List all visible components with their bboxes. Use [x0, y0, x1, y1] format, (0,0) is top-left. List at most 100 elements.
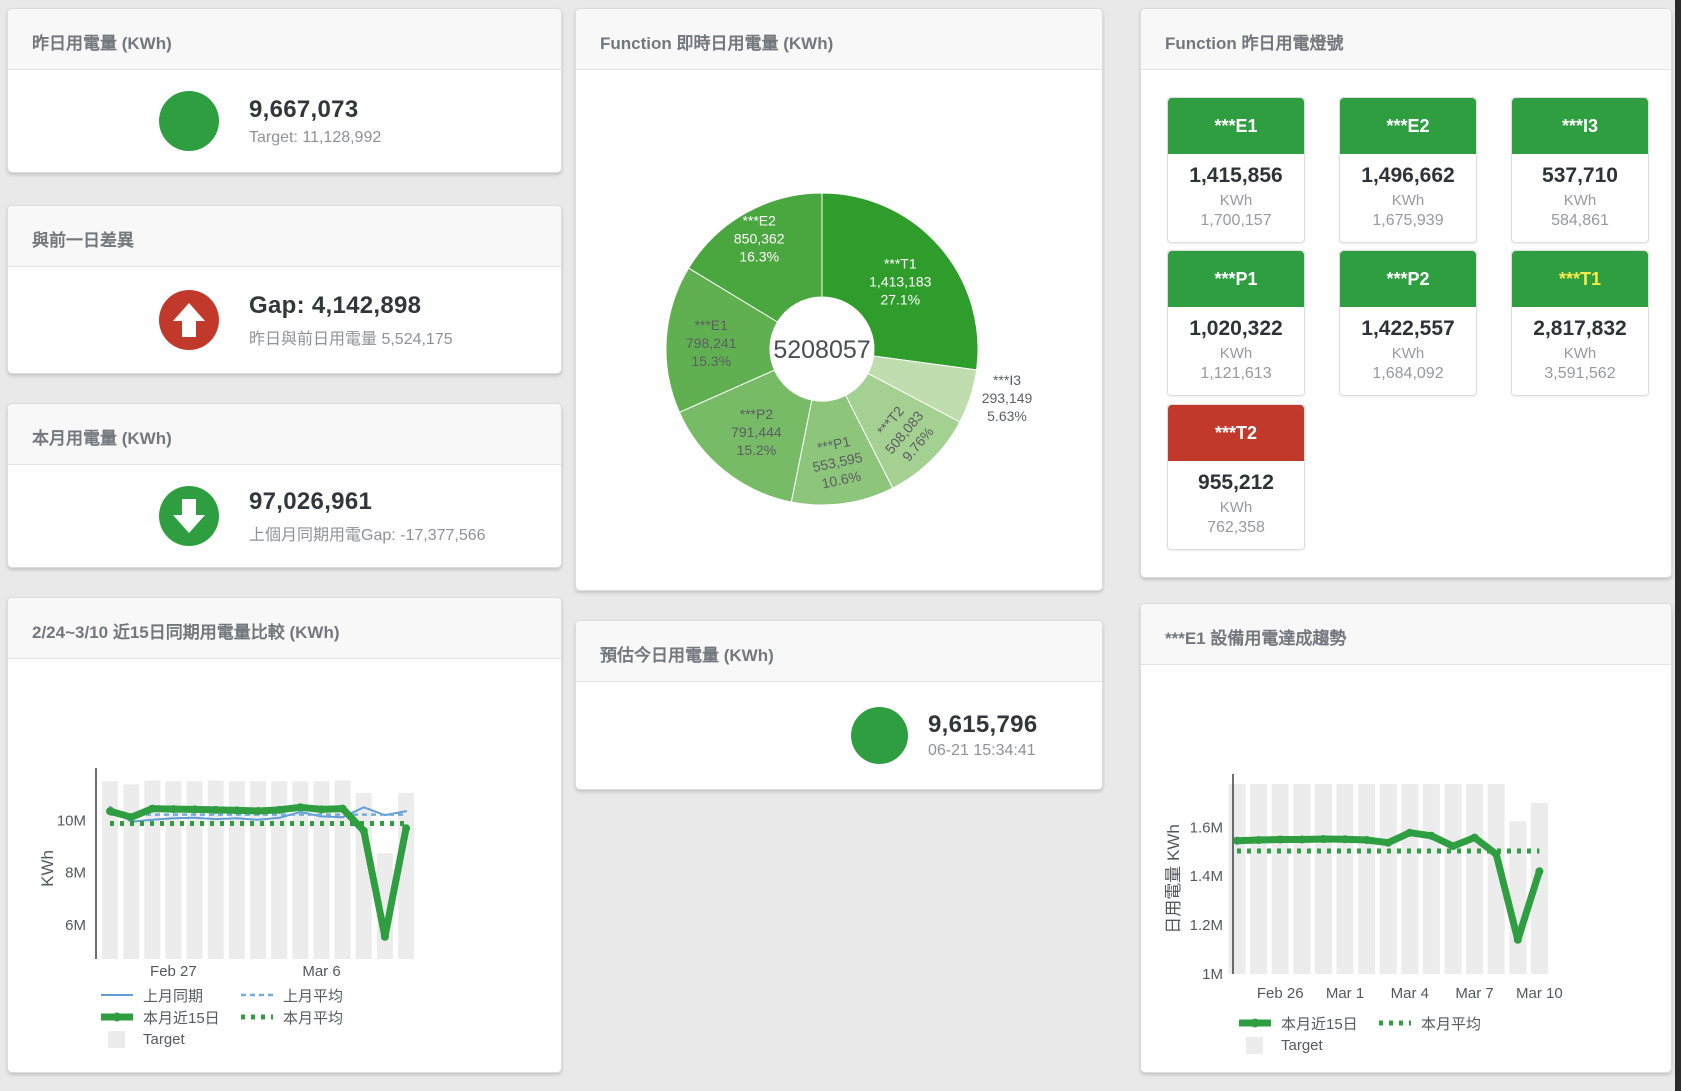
chart-legend: 本月近15日 本月平均 Target [1238, 1012, 1518, 1056]
device-usage-value: 1,422,557 [1361, 317, 1455, 340]
device-target-value: 1,684,092 [1372, 365, 1444, 382]
device-tile-t1: ***T1 2,817,832 KWh 3,591,562 [1511, 250, 1649, 396]
svg-text:KWh: KWh [38, 850, 57, 887]
legend-label: Target [1281, 1036, 1323, 1054]
device-usage-unit: KWh [1391, 192, 1425, 209]
device-usage-unit: KWh [1563, 345, 1597, 362]
device-target-value: 1,700,157 [1200, 212, 1272, 229]
card-title: 預估今日用電量 (KWh) [576, 621, 1102, 682]
svg-text:1.4M: 1.4M [1190, 868, 1223, 885]
legend-label: 本月近15日 [143, 1009, 220, 1027]
device-tile-header: ***T1 [1512, 251, 1648, 307]
legend-label: 上月同期 [143, 987, 204, 1005]
card-title: ***E1 設備用電達成趨勢 [1141, 604, 1671, 665]
card-title: Function 昨日用電燈號 [1141, 9, 1671, 70]
card-title: 昨日用電量 (KWh) [8, 9, 561, 70]
card-status-lights: Function 昨日用電燈號 ***E1 1,415,856 KWh 1,70… [1140, 8, 1672, 578]
device-tile-t2: ***T2 955,212 KWh 762,358 [1167, 404, 1305, 550]
device-tile-header: ***P1 [1168, 251, 1304, 307]
device-tile-header: ***E1 [1168, 98, 1304, 154]
legend-item[interactable]: 本月平均 [240, 1007, 380, 1028]
legend-item[interactable]: 上月平均 [240, 985, 380, 1006]
svg-text:Mar 6: Mar 6 [302, 963, 340, 980]
legend-label: 上月平均 [283, 987, 344, 1005]
device-usage-value: 1,415,856 [1189, 164, 1283, 187]
legend-item[interactable]: 本月平均 [1378, 1013, 1518, 1034]
device-usage-value: 537,710 [1542, 164, 1618, 187]
device-target-value: 3,591,562 [1544, 365, 1616, 382]
legend-label: 本月近15日 [1281, 1015, 1358, 1033]
svg-text:Mar 1: Mar 1 [1326, 985, 1364, 1002]
device-usage-value: 1,496,662 [1361, 164, 1455, 187]
device-tile-i3: ***I3 537,710 KWh 584,861 [1511, 97, 1649, 243]
card-yesterday-usage: 昨日用電量 (KWh) 9,667,073 Target: 11,128,992 [7, 8, 562, 173]
device-tile-p1: ***P1 1,020,322 KWh 1,121,613 [1167, 250, 1305, 396]
device-target-value: 1,121,613 [1200, 365, 1272, 382]
device-tile-p2: ***P2 1,422,557 KWh 1,684,092 [1339, 250, 1477, 396]
svg-text:日用電量 KWh: 日用電量 KWh [1164, 824, 1183, 934]
device-usage-unit: KWh [1563, 192, 1597, 209]
svg-text:***P1553,59510.6%: ***P1553,59510.6% [807, 431, 868, 492]
svg-text:1.2M: 1.2M [1190, 917, 1223, 934]
card-realtime-donut: Function 即時日用電量 (KWh) ***T1 1,413,183 27.1… [575, 8, 1103, 591]
device-usage-value: 1,020,322 [1189, 317, 1283, 340]
svg-text:8M: 8M [65, 865, 86, 882]
device-usage-value: 955,212 [1198, 471, 1274, 494]
svg-text:1.6M: 1.6M [1190, 819, 1223, 836]
device-tile-e1: ***E1 1,415,856 KWh 1,700,157 [1167, 97, 1305, 243]
device-usage-unit: KWh [1219, 345, 1253, 362]
kpi-subtitle: 上個月同期用電Gap: -17,377,566 [249, 526, 486, 544]
card-gap-previous-day: 與前一日差異 Gap: 4,142,898 昨日與前日用電量 5,524,175 [7, 205, 562, 374]
svg-text:10M: 10M [57, 812, 86, 829]
device-target-value: 1,675,939 [1372, 212, 1444, 229]
kpi-value: 9,667,073 [249, 95, 359, 123]
device-tile-header: ***T2 [1168, 405, 1304, 461]
device-usage-unit: KWh [1219, 192, 1253, 209]
legend-item[interactable]: Target [1238, 1036, 1378, 1054]
legend-item[interactable]: 本月近15日 [1238, 1013, 1378, 1034]
kpi-value: 97,026,961 [249, 487, 373, 515]
card-title: 與前一日差異 [8, 206, 561, 267]
svg-text:Mar 4: Mar 4 [1391, 985, 1429, 1002]
kpi-subtitle: Target: 11,128,992 [249, 128, 382, 146]
card-month-usage: 本月用電量 (KWh) 97,026,961 上個月同期用電Gap: -17,3… [7, 403, 562, 568]
function-usage-donut-chart[interactable]: ***T1 1,413,183 27.1%***I3 293,149 5.63%***T… [576, 9, 1104, 592]
arrow-up-circle-icon [159, 290, 219, 350]
screen-edge [1675, 0, 1681, 1091]
legend-item[interactable]: Target [100, 1030, 240, 1048]
svg-text:Feb 27: Feb 27 [150, 963, 197, 980]
legend-item[interactable]: 上月同期 [100, 985, 240, 1006]
kpi-value: 9,615,796 [928, 711, 1038, 738]
card-title: 2/24~3/10 近15日同期用電量比較 (KWh) [8, 598, 561, 659]
svg-text:Feb 26: Feb 26 [1257, 985, 1304, 1002]
device-target-value: 584,861 [1551, 212, 1609, 229]
device-tile-header: ***E2 [1340, 98, 1476, 154]
status-circle-icon [159, 91, 219, 151]
legend-label: 本月平均 [1421, 1015, 1482, 1033]
svg-text:6M: 6M [65, 917, 86, 934]
svg-text:Mar 7: Mar 7 [1455, 985, 1493, 1002]
status-circle-icon [851, 707, 908, 764]
kpi-subtitle: 昨日與前日用電量 5,524,175 [249, 330, 453, 348]
device-tile-e2: ***E2 1,496,662 KWh 1,675,939 [1339, 97, 1477, 243]
chart-legend: 上月同期 上月平均本月近15日 本月平均 Target [100, 984, 380, 1050]
device-tile-header: ***P2 [1340, 251, 1476, 307]
e1-trend-line-chart: 1M 1.2M 1.4M 1.6M Feb 26 Mar 1 Mar 4 Mar 7 Mar 1… [1164, 774, 1563, 1002]
legend-item[interactable]: 本月近15日 [100, 1007, 240, 1028]
card-title: Function 即時日用電量 (KWh) [576, 9, 1102, 70]
svg-text:1M: 1M [1202, 966, 1223, 983]
legend-label: 本月平均 [283, 1009, 344, 1027]
card-estimate-today: 預估今日用電量 (KWh) 9,615,796 06-21 15:34:41 [575, 620, 1103, 790]
kpi-value: Gap: 4,142,898 [249, 291, 422, 319]
card-title: 本月用電量 (KWh) [8, 404, 561, 465]
legend-label: Target [143, 1030, 185, 1048]
device-usage-value: 2,817,832 [1533, 317, 1627, 340]
svg-text:Mar 10: Mar 10 [1516, 985, 1563, 1002]
comparison-line-chart: 6M 8M 10M Feb 27 Mar 6 KWh [38, 768, 415, 980]
kpi-timestamp: 06-21 15:34:41 [928, 742, 1036, 759]
